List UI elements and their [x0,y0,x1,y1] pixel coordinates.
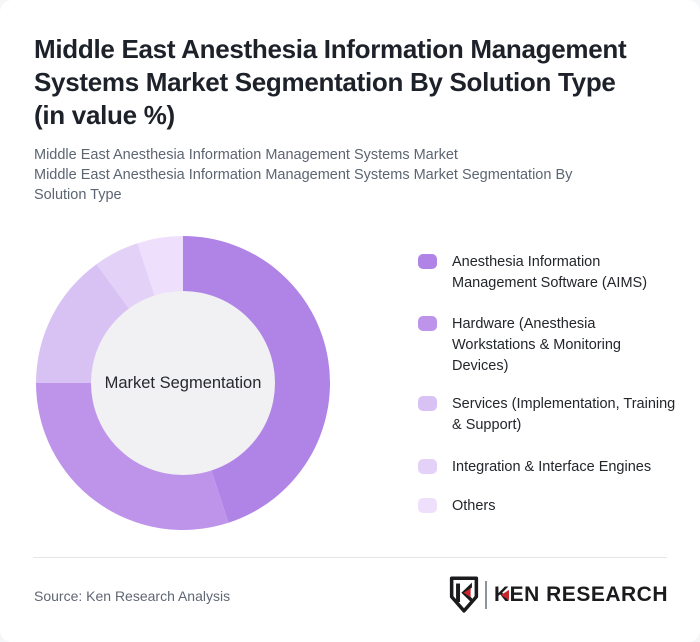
legend-swatch-icon [418,498,437,513]
source-note: Source: Ken Research Analysis [34,588,231,604]
legend-swatch-icon [418,254,437,269]
legend-item: Services (Implementation, Training & Sup… [418,394,677,436]
legend-label: Services (Implementation, Training & Sup… [452,396,676,433]
legend-swatch-icon [418,316,437,331]
legend-label: Integration & Interface Engines [452,459,652,475]
footer-divider [33,557,667,558]
legend-item: Integration & Interface Engines [418,457,677,478]
subtitle-line-2: Middle East Anesthesia Information Manag… [34,167,573,203]
ken-research-shield-icon [449,576,479,613]
legend-label: Others [452,498,496,514]
legend-label: Hardware (Anesthesia Workstations & Moni… [452,316,621,374]
donut-chart: Market Segmentation [36,236,330,530]
chart-subtitle: Middle East Anesthesia Information Manag… [34,145,599,205]
logo-text: KEN RESEARCH [493,582,668,607]
donut-center-label: Market Segmentation [91,291,275,475]
subtitle-line-1: Middle East Anesthesia Information Manag… [34,147,458,163]
logo-k-triangle-icon [500,589,509,601]
legend-item: Anesthesia Information Management Softwa… [418,252,677,294]
legend-item: Hardware (Anesthesia Workstations & Moni… [418,314,677,377]
ken-research-logo: KEN RESEARCH [449,576,668,614]
legend-label: Anesthesia Information Management Softwa… [452,254,648,291]
legend-swatch-icon [418,459,437,474]
legend-item: Others [418,496,677,517]
logo-divider [484,581,487,609]
legend-swatch-icon [418,396,437,411]
page-title: Middle East Anesthesia Information Manag… [34,34,627,130]
